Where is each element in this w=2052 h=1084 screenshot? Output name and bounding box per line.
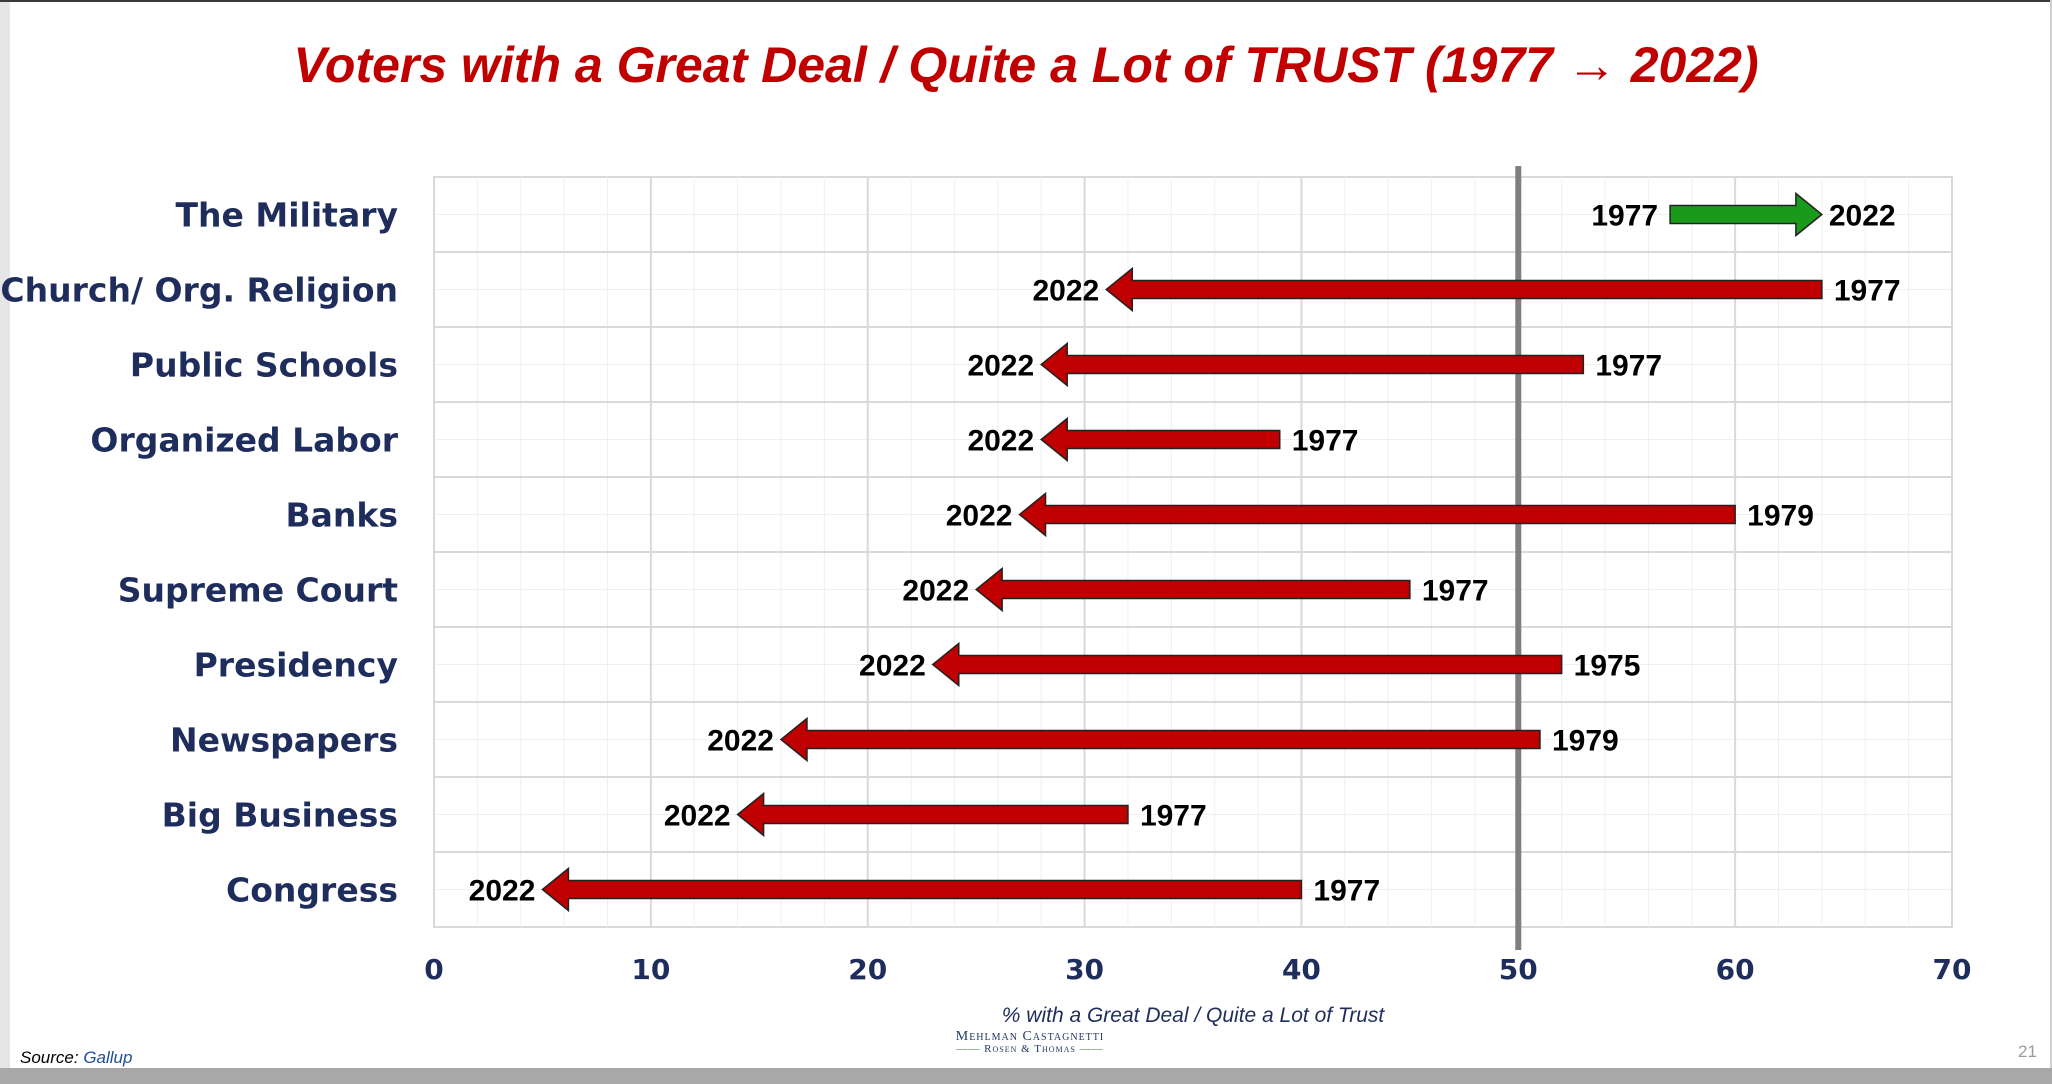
- category-label: Presidency: [194, 646, 398, 685]
- trust-change-arrow: [779, 716, 1541, 763]
- start-year-label: 1979: [1552, 725, 1619, 758]
- logo-rule-right: ——: [1079, 1043, 1104, 1055]
- trust-change-arrow: [541, 866, 1303, 913]
- trust-change-arrow: [1040, 341, 1585, 388]
- page-number: 21: [2018, 1042, 2037, 1061]
- source-link[interactable]: Gallup: [83, 1048, 133, 1067]
- trust-change-arrow: [1040, 416, 1281, 463]
- end-year-label: 2022: [469, 875, 536, 908]
- logo-rule-left: ——: [956, 1043, 981, 1055]
- x-tick-label: 70: [1933, 953, 1972, 986]
- end-year-label: 2022: [707, 725, 774, 758]
- end-year-label: 2022: [859, 650, 926, 683]
- trust-change-arrow: [736, 791, 1129, 838]
- category-label: Big Business: [162, 796, 398, 835]
- x-tick-label: 20: [848, 953, 887, 986]
- trust-change-arrow: [1105, 266, 1823, 313]
- logo-line-2: Rosen & Thomas: [984, 1043, 1076, 1055]
- source-label: Source:: [20, 1048, 79, 1067]
- category-label: Organized Labor: [90, 421, 398, 460]
- category-label: Church/ Org. Religion: [0, 271, 398, 310]
- start-year-label: 1975: [1574, 650, 1641, 683]
- x-tick-label: 50: [1499, 953, 1538, 986]
- start-year-label: 1979: [1747, 500, 1814, 533]
- trust-change-arrow: [1669, 191, 1824, 238]
- logo-line-1: Mehlman Castagnetti: [955, 1029, 1105, 1044]
- category-label: Newspapers: [170, 721, 398, 760]
- category-label: Public Schools: [130, 346, 398, 385]
- end-year-label: 2022: [664, 800, 731, 833]
- trust-change-arrow: [974, 566, 1411, 613]
- start-year-label: 1977: [1422, 575, 1489, 608]
- end-year-label: 2022: [946, 500, 1013, 533]
- slide-frame-top: [0, 0, 2052, 2]
- category-label: Banks: [285, 496, 398, 535]
- category-label: Supreme Court: [118, 571, 398, 610]
- end-year-label: 2022: [1829, 200, 1896, 233]
- x-tick-label: 60: [1716, 953, 1755, 986]
- trust-change-arrow: [931, 641, 1563, 688]
- firm-logo: Mehlman Castagnetti —— Rosen & Thomas ——: [900, 1030, 1160, 1056]
- chart-title: Voters with a Great Deal / Quite a Lot o…: [293, 37, 1759, 93]
- start-year-label: 1977: [1292, 425, 1359, 458]
- category-label: Congress: [226, 871, 398, 910]
- x-tick-label: 30: [1065, 953, 1104, 986]
- x-tick-label: 10: [631, 953, 670, 986]
- start-year-label: 1977: [1595, 350, 1662, 383]
- end-year-label: 2022: [967, 425, 1034, 458]
- slide-frame-left: [0, 0, 10, 1084]
- end-year-label: 2022: [967, 350, 1034, 383]
- end-year-label: 2022: [902, 575, 969, 608]
- x-tick-label: 0: [424, 953, 443, 986]
- slide-frame-bottom: [0, 1068, 2052, 1084]
- start-year-label: 1977: [1313, 875, 1380, 908]
- slide-frame-right: [2050, 0, 2052, 1084]
- x-tick-label: 40: [1282, 953, 1321, 986]
- start-year-label: 1977: [1140, 800, 1207, 833]
- start-year-label: 1977: [1591, 200, 1658, 233]
- source-note: Source: Gallup: [20, 1048, 132, 1068]
- category-label: The Military: [176, 196, 398, 235]
- trust-change-arrow: [1018, 491, 1736, 538]
- start-year-label: 1977: [1834, 275, 1901, 308]
- logo-line-2-wrap: —— Rosen & Thomas ——: [900, 1043, 1160, 1056]
- end-year-label: 2022: [1033, 275, 1100, 308]
- x-axis-label: % with a Great Deal / Quite a Lot of Tru…: [1002, 1004, 1386, 1027]
